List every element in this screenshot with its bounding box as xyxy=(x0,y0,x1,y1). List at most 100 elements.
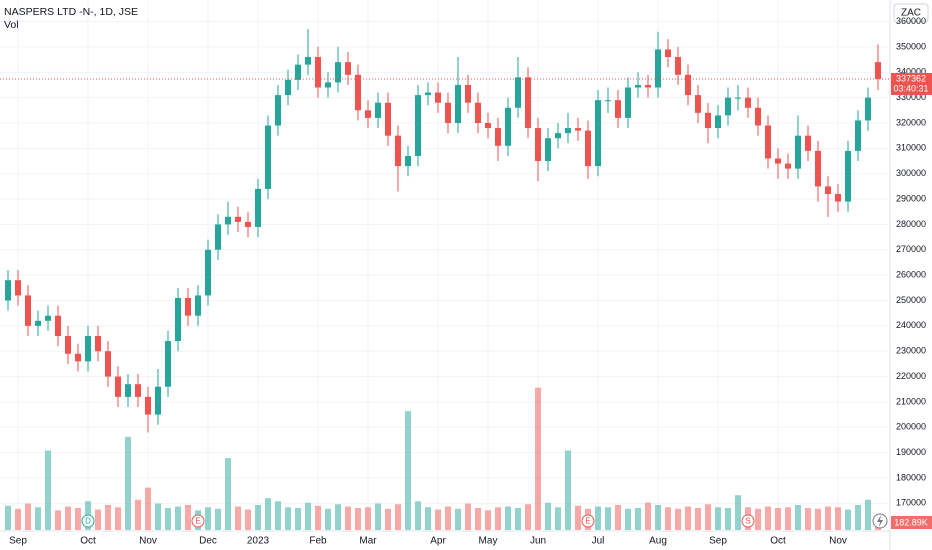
event-label: D xyxy=(85,517,91,526)
candle-body xyxy=(315,57,321,88)
volume-bar xyxy=(25,503,31,530)
y-tick-label: 340000 xyxy=(896,67,926,77)
y-tick-label: 170000 xyxy=(896,498,926,508)
candle-body xyxy=(255,188,261,227)
currency-box[interactable] xyxy=(893,3,929,23)
event-marker xyxy=(81,514,95,528)
volume-bar xyxy=(545,502,551,530)
candle-body xyxy=(555,133,561,139)
volume-bar xyxy=(755,508,761,530)
candle-body xyxy=(295,64,301,80)
y-tick-label: 240000 xyxy=(896,320,926,330)
x-tick-label: Mar xyxy=(359,536,377,547)
volume-bar xyxy=(785,507,791,530)
candle-body xyxy=(15,280,21,296)
candle-body xyxy=(455,84,461,123)
candle-body xyxy=(135,384,141,397)
volume-bar xyxy=(705,504,711,530)
volume-bar xyxy=(295,508,301,530)
y-tick-label: 290000 xyxy=(896,193,926,203)
candle-body xyxy=(185,297,191,316)
volume-bar xyxy=(385,508,391,530)
candle-body xyxy=(605,100,611,102)
candle-body xyxy=(515,77,521,108)
volume-bar xyxy=(625,508,631,530)
volume-bar xyxy=(65,506,71,530)
candle-body xyxy=(845,150,851,202)
event-marker xyxy=(191,514,205,528)
candle-body xyxy=(45,315,51,321)
volume-bar xyxy=(105,505,111,530)
candle-body xyxy=(285,79,291,96)
volume-bar xyxy=(795,505,801,530)
volume-bar xyxy=(405,411,411,530)
candle-body xyxy=(505,107,511,146)
volume-bar xyxy=(775,508,781,530)
candle-body xyxy=(525,77,531,129)
event-label: S xyxy=(745,517,750,526)
volume-bar xyxy=(565,450,571,530)
candle-body xyxy=(665,49,671,58)
event-marker xyxy=(581,514,595,528)
volume-bar xyxy=(305,502,311,530)
event-label: E xyxy=(195,517,200,526)
candle-body xyxy=(155,386,161,415)
candle-body xyxy=(55,315,61,337)
volume-bar xyxy=(175,506,181,530)
volume-bar xyxy=(35,507,41,530)
candle-body xyxy=(675,57,681,75)
volume-bar xyxy=(315,505,321,530)
volume-bar xyxy=(135,499,141,530)
candle-body xyxy=(265,125,271,189)
candle-body xyxy=(785,163,791,169)
candle-body xyxy=(125,384,131,397)
candle-body xyxy=(325,82,331,88)
volume-bar xyxy=(5,505,11,530)
candle-body xyxy=(425,92,431,96)
y-tick-label: 320000 xyxy=(896,117,926,127)
x-tick-label: Sep xyxy=(9,536,27,547)
volume-bar xyxy=(145,487,151,530)
volume-bar xyxy=(665,507,671,530)
volume-bar xyxy=(725,508,731,530)
volume-bar xyxy=(445,506,451,530)
volume-bar xyxy=(495,507,501,530)
candle-body xyxy=(305,57,311,65)
volume-bar xyxy=(265,498,271,530)
volume-bar xyxy=(15,508,21,530)
x-tick-label: Sep xyxy=(709,536,727,547)
currency[interactable]: ZAC xyxy=(901,8,921,19)
candle-body xyxy=(175,297,181,342)
candle-body xyxy=(5,280,11,301)
event-label: E xyxy=(585,517,590,526)
y-tick-label: 330000 xyxy=(896,92,926,102)
volume-bar xyxy=(45,450,51,530)
x-tick-label: Nov xyxy=(829,536,847,547)
candle-body xyxy=(95,336,101,352)
candle-body xyxy=(855,120,861,151)
y-tick-label: 300000 xyxy=(896,168,926,178)
volume-bar xyxy=(55,510,61,530)
volume-bar xyxy=(255,505,261,530)
volume-bar xyxy=(435,509,441,530)
candle-body xyxy=(195,295,201,316)
x-tick-label: Oct xyxy=(80,536,96,547)
candle-body xyxy=(365,110,371,118)
candle-body xyxy=(715,115,721,129)
volume-bar xyxy=(635,508,641,530)
candle-body xyxy=(355,74,361,111)
volume-bar xyxy=(365,507,371,530)
y-tick-label: 190000 xyxy=(896,447,926,457)
x-tick-label: Dec xyxy=(199,536,217,547)
candle-body xyxy=(795,135,801,169)
y-tick-label: 310000 xyxy=(896,143,926,153)
volume-bar xyxy=(685,506,691,530)
volume-bar xyxy=(375,503,381,530)
y-tick-label: 230000 xyxy=(896,346,926,356)
volume-bar xyxy=(115,507,121,530)
candle-body xyxy=(635,84,641,88)
candle-body xyxy=(25,295,31,326)
candle-body xyxy=(735,97,741,99)
volume-bar xyxy=(845,509,851,530)
x-tick-label: Jul xyxy=(592,536,605,547)
